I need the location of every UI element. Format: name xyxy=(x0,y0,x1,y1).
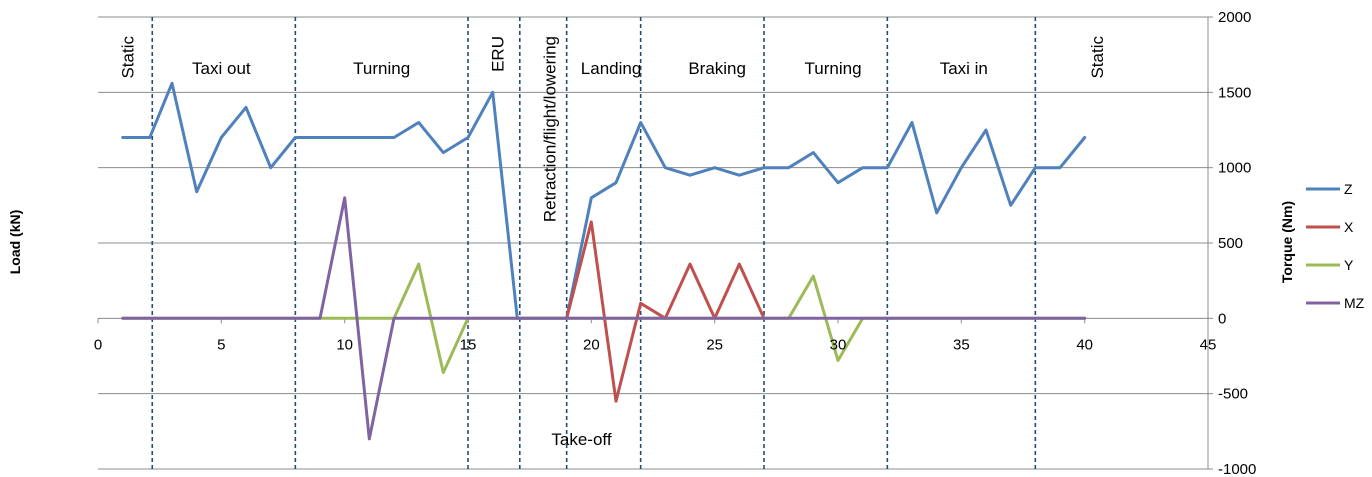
series-line-z xyxy=(121,81,1087,320)
x-tick-label: 10 xyxy=(336,336,353,353)
phase-label: Turning xyxy=(805,59,862,78)
phase-label: Static xyxy=(119,36,138,79)
y-tick-label: 2000 xyxy=(1218,9,1251,26)
series-lines xyxy=(121,81,1087,441)
phase-labels: Static Taxi out Turning ERU Retraction/fligh… xyxy=(119,36,1107,449)
phase-label: Landing xyxy=(581,59,642,78)
right-axis-title: Torque (Nm) xyxy=(1279,201,1295,283)
left-axis-title: Load (kN) xyxy=(7,210,23,275)
x-tick-label: 30 xyxy=(830,336,847,353)
x-tick-label: 40 xyxy=(1076,336,1093,353)
series-line-x xyxy=(565,220,766,403)
legend-label-z: Z xyxy=(1344,181,1353,197)
phase-label: Taxi in xyxy=(940,59,988,78)
x-tick-label: 35 xyxy=(953,336,970,353)
tick-labels: 2000 1500 1000 500 0 -500 -1000 0 5 10 15 20 25 30 35 4… xyxy=(94,9,1257,477)
x-tick-label: 25 xyxy=(706,336,723,353)
phase-label: Static xyxy=(1088,36,1107,79)
legend-label-mz: MZ xyxy=(1344,295,1365,311)
x-tick-label: 5 xyxy=(217,336,225,353)
y-tick-label: 1000 xyxy=(1218,160,1251,177)
x-tick-label: 45 xyxy=(1200,336,1217,353)
x-tick-label: 0 xyxy=(94,336,102,353)
x-tick-label: 20 xyxy=(583,336,600,353)
phase-boundary-lines xyxy=(151,17,1037,469)
y-tick-label: 500 xyxy=(1218,235,1243,252)
phase-label: Turning xyxy=(353,59,410,78)
phase-label: Taxi out xyxy=(192,59,251,78)
y-tick-label: -500 xyxy=(1218,386,1248,403)
y-tick-label: 0 xyxy=(1218,310,1226,327)
gridlines xyxy=(98,16,1208,470)
legend-label-y: Y xyxy=(1344,257,1354,273)
legend-label-x: X xyxy=(1344,219,1354,235)
x-tick-label: 15 xyxy=(460,336,477,353)
y-tick-label: -1000 xyxy=(1218,461,1256,477)
phase-label: Take-off xyxy=(551,430,611,449)
legend: Z X Y MZ xyxy=(1306,181,1365,311)
axes xyxy=(97,16,1213,470)
phase-label: Retraction/flight/lowering xyxy=(540,36,559,222)
series-line-mz xyxy=(121,196,1087,441)
y-tick-label: 1500 xyxy=(1218,84,1251,101)
phase-label: Braking xyxy=(688,59,746,78)
phase-label: ERU xyxy=(489,36,508,72)
